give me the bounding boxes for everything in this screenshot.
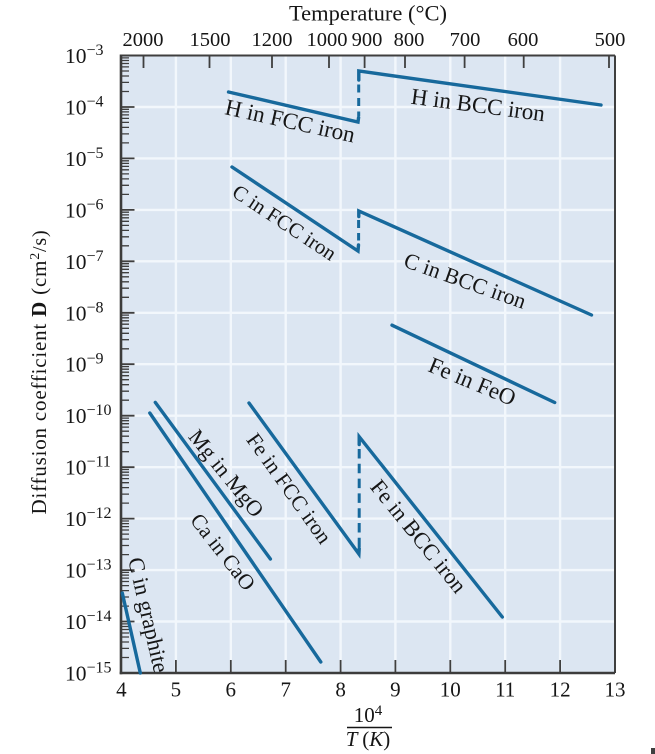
- svg-text:T (K): T (K): [346, 727, 391, 751]
- svg-text:900: 900: [352, 29, 383, 51]
- svg-text:12: 12: [550, 678, 571, 702]
- svg-text:700: 700: [450, 29, 481, 51]
- svg-text:Temperature (°C): Temperature (°C): [289, 1, 447, 26]
- svg-text:1500: 1500: [190, 29, 231, 51]
- svg-text:11: 11: [495, 678, 515, 702]
- svg-text:8: 8: [335, 678, 346, 702]
- svg-text:Diffusion coefficient D (cm2/s: Diffusion coefficient D (cm2/s): [27, 230, 51, 515]
- svg-text:1200: 1200: [252, 29, 293, 51]
- svg-text:10−7: 10−7: [65, 248, 104, 274]
- svg-text:9: 9: [390, 678, 401, 702]
- svg-text:13: 13: [605, 678, 626, 702]
- svg-text:4: 4: [116, 678, 127, 702]
- svg-text:10: 10: [440, 678, 461, 702]
- svg-text:5: 5: [171, 678, 182, 702]
- svg-text:800: 800: [394, 29, 425, 51]
- svg-text:2000: 2000: [123, 29, 164, 51]
- svg-text:500: 500: [595, 29, 626, 51]
- svg-text:1000: 1000: [307, 29, 348, 51]
- svg-text:7: 7: [280, 678, 291, 702]
- svg-text:6: 6: [226, 678, 237, 702]
- svg-text:600: 600: [508, 29, 539, 51]
